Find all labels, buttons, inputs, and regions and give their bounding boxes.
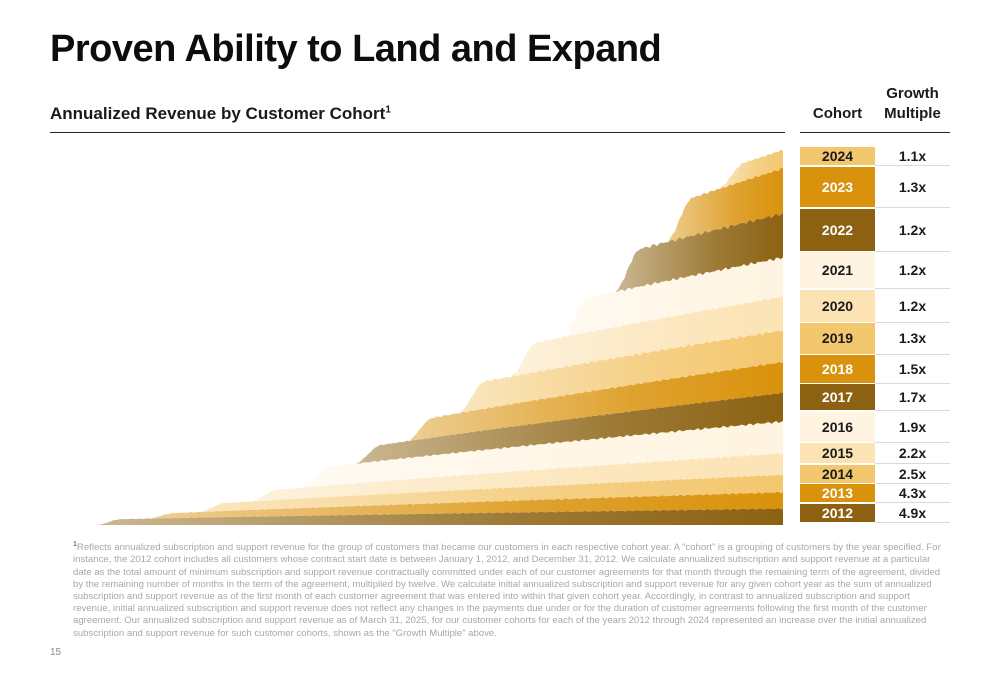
cohort-year-cell: 2014 <box>800 464 875 483</box>
footnote-number: 1 <box>73 541 77 548</box>
page-title: Proven Ability to Land and Expand <box>50 28 662 70</box>
table-row: 2024 1.1x <box>800 147 950 165</box>
cohort-year-cell: 2021 <box>800 252 875 289</box>
row-divider <box>875 165 950 166</box>
growth-multiple-cell: 4.9x <box>898 504 927 521</box>
table-row: 2013 4.3x <box>800 484 950 503</box>
table-row: 2019 1.3x <box>800 323 950 354</box>
growth-multiple-cell: 1.9x <box>898 418 927 435</box>
page-number: 15 <box>50 647 62 658</box>
footnote-text: Reflects annualized subscription and sup… <box>73 542 941 639</box>
cohort-column-header: Cohort <box>812 105 863 122</box>
cohort-area-2024 <box>718 149 783 190</box>
cohort-area-2019 <box>459 330 783 414</box>
table-row: 2017 1.7x <box>800 384 950 411</box>
growth-multiple-column-header: Growth Multiple <box>884 85 941 122</box>
cohort-area-2022 <box>615 212 783 292</box>
cohort-area-2012 <box>95 507 783 525</box>
row-divider <box>875 482 950 484</box>
chart-title-rule <box>50 132 785 133</box>
row-divider <box>875 410 950 412</box>
chart-subtitle: Annualized Revenue by Customer Cohort1 <box>50 104 391 124</box>
row-divider <box>875 463 950 465</box>
cohort-year-cell: 2015 <box>800 443 875 464</box>
row-divider <box>875 321 950 323</box>
growth-multiple-cell: 1.1x <box>898 148 927 164</box>
row-divider <box>875 288 950 290</box>
cohort-area-2020 <box>510 295 783 378</box>
row-divider <box>875 353 950 355</box>
table-row: 2012 4.9x <box>800 503 950 522</box>
table-row: 2022 1.2x <box>800 208 950 251</box>
cohort-area-2017 <box>354 392 783 464</box>
growth-multiple-cell: 1.5x <box>898 361 927 378</box>
cohort-area-2013 <box>147 491 783 519</box>
growth-multiple-cell: 1.2x <box>898 297 927 314</box>
cohort-year-cell: 2017 <box>800 384 875 411</box>
table-row: 2021 1.2x <box>800 252 950 289</box>
table-row: 2015 2.2x <box>800 443 950 464</box>
growth-multiple-cell: 2.2x <box>898 445 927 462</box>
chart-subtitle-text: Annualized Revenue by Customer Cohort <box>50 104 386 123</box>
row-divider <box>875 441 950 443</box>
cohort-year-cell: 2022 <box>800 208 875 251</box>
row-divider <box>875 250 950 252</box>
cohort-year-cell: 2018 <box>800 355 875 383</box>
cohort-year-cell: 2024 <box>800 147 875 165</box>
cohort-area-2016 <box>303 420 783 488</box>
cohort-area-chart <box>95 149 783 525</box>
cohort-area-2021 <box>562 257 783 338</box>
cohort-year-cell: 2023 <box>800 166 875 208</box>
cohort-year-cell: 2013 <box>800 484 875 503</box>
growth-multiple-cell: 4.3x <box>898 485 927 502</box>
cohort-year-cell: 2012 <box>800 503 875 522</box>
cohort-year-cell: 2020 <box>800 289 875 322</box>
table-row: 2014 2.5x <box>800 464 950 483</box>
cohort-year-cell: 2016 <box>800 411 875 442</box>
cohort-area-2023 <box>666 168 783 243</box>
table-row: 2018 1.5x <box>800 355 950 383</box>
growth-multiple-cell: 1.3x <box>898 178 927 195</box>
row-divider <box>875 521 950 523</box>
table-row: 2020 1.2x <box>800 289 950 322</box>
table-row: 2016 1.9x <box>800 411 950 442</box>
growth-multiple-cell: 2.5x <box>898 465 927 482</box>
table-header-rule <box>800 132 950 133</box>
cohort-area-2018 <box>406 362 783 442</box>
cohort-year-cell: 2019 <box>800 323 875 354</box>
growth-multiple-cell: 1.3x <box>898 330 927 347</box>
cohort-area-2014 <box>200 474 783 513</box>
growth-multiple-cell: 1.7x <box>898 389 927 406</box>
row-divider <box>875 382 950 384</box>
footnote: 1Reflects annualized subscription and su… <box>73 539 945 640</box>
footnote-marker: 1 <box>385 104 391 116</box>
cohort-area-2015 <box>250 452 783 502</box>
table-row: 2023 1.3x <box>800 166 950 208</box>
row-divider <box>875 502 950 504</box>
row-divider <box>875 207 950 209</box>
growth-multiple-cell: 1.2x <box>898 221 927 238</box>
growth-multiple-cell: 1.2x <box>898 262 927 279</box>
